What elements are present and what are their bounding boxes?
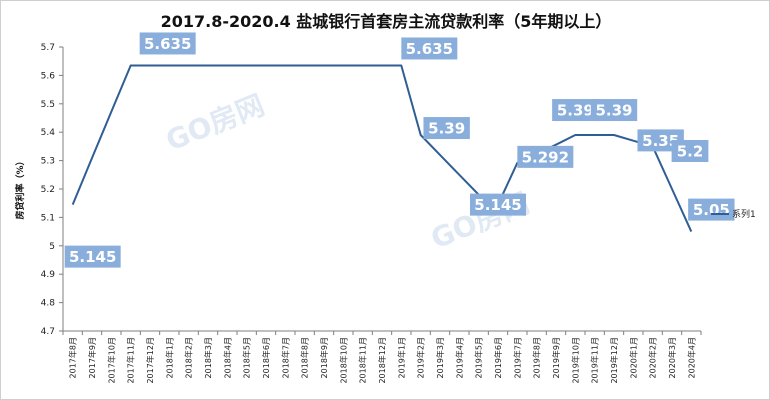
- data-label-box: [552, 99, 599, 122]
- data-label-text: 5.39: [428, 120, 465, 138]
- data-label-box: [64, 245, 121, 268]
- data-label-text: 5.635: [406, 40, 453, 58]
- data-label: 5.05: [688, 198, 735, 221]
- data-label-text: 5.39: [595, 102, 632, 120]
- data-label: 5.39: [590, 99, 638, 122]
- x-tick-label: 2018年4月: [222, 337, 232, 378]
- watermark-1: GO房网: [161, 88, 269, 157]
- data-label-box: [423, 117, 470, 140]
- x-tick-label: 2020年3月: [667, 337, 677, 378]
- x-tick-label: 2018年11月: [358, 337, 368, 384]
- x-tick-label: 2018年9月: [319, 337, 329, 378]
- x-tick-label: 2019年7月: [512, 337, 522, 378]
- y-tick-label: 5.1: [41, 213, 55, 223]
- x-tick-label: 2017年12月: [145, 337, 155, 384]
- y-tick-label: 5: [49, 242, 55, 252]
- x-tick-label: 2018年5月: [242, 337, 252, 378]
- data-label: 5.145: [64, 245, 121, 268]
- data-label-box: [688, 198, 735, 221]
- x-tick-label: 2017年9月: [87, 337, 97, 378]
- x-tick-label: 2018年10月: [338, 337, 348, 384]
- series-line-1: [71, 64, 693, 233]
- x-tick-label: 2019年9月: [551, 337, 561, 378]
- data-label-box: [139, 32, 196, 55]
- data-label: 5.292: [517, 145, 574, 168]
- legend-label-series-1: 系列1: [732, 208, 756, 220]
- x-tick-label: 2019年4月: [454, 337, 464, 378]
- data-label: 5.39: [552, 99, 599, 122]
- x-tick-label: 2017年8月: [68, 337, 78, 378]
- x-tick-label: 2018年12月: [377, 337, 387, 384]
- x-tick-label: 2020年2月: [648, 337, 658, 378]
- data-label-text: 5.39: [557, 102, 594, 120]
- y-tick-label: 5.7: [41, 43, 55, 53]
- chart-title: 2017.8-2020.4 盐城银行首套房主流贷款利率（5年期以上）: [161, 12, 612, 31]
- y-tick-label: 5.3: [41, 157, 55, 167]
- x-axis-ticks: 2017年8月 2017年9月 2017年10月 2017年11月 2017年12月 20…: [62, 331, 702, 384]
- x-tick-label: 2018年7月: [280, 337, 290, 378]
- x-tick-label: 2019年5月: [474, 337, 484, 378]
- y-tick-label: 5.6: [41, 71, 56, 81]
- x-tick-label: 2019年6月: [493, 337, 503, 378]
- y-axis-label: 房贷利率（%）: [14, 156, 26, 219]
- data-label: 5.2: [671, 140, 709, 162]
- data-label: 5.145: [470, 193, 526, 216]
- x-tick-label: 2020年1月: [628, 337, 638, 378]
- x-tick-label: 2018年2月: [184, 337, 194, 378]
- y-tick-label: 4.9: [41, 270, 56, 280]
- x-tick-label: 2018年6月: [261, 337, 271, 378]
- y-tick-label: 5.5: [41, 100, 55, 110]
- data-label-box: [671, 140, 709, 162]
- data-label-text: 5.05: [693, 201, 730, 219]
- x-tick-label: 2018年8月: [300, 337, 310, 378]
- series-layer: [71, 64, 693, 233]
- x-tick-label: 2017年10月: [106, 337, 116, 384]
- x-tick-label: 2019年12月: [609, 337, 619, 384]
- data-label-text: 5.145: [69, 248, 116, 266]
- y-tick-label: 5.2: [41, 185, 55, 195]
- x-tick-label: 2019年3月: [435, 337, 445, 378]
- data-label: 5.635: [401, 37, 458, 60]
- data-label-box: [517, 145, 574, 168]
- data-label: 5.635: [139, 32, 196, 55]
- y-tick-label: 4.8: [41, 299, 56, 309]
- data-label-text: 5.635: [144, 35, 191, 53]
- legend: 系列1: [711, 208, 756, 220]
- x-tick-label: 2019年2月: [416, 337, 426, 378]
- y-tick-label: 4.7: [41, 327, 55, 337]
- axes: [62, 47, 701, 332]
- x-tick-label: 2020年4月: [686, 337, 696, 378]
- data-label-text: 5.145: [474, 196, 521, 214]
- data-label-text: 5.292: [522, 148, 569, 166]
- x-tick-label: 2019年11月: [590, 337, 600, 384]
- data-label-box: [401, 37, 458, 60]
- x-tick-label: 2018年3月: [203, 337, 213, 378]
- data-label-box: [470, 193, 526, 216]
- x-tick-label: 2019年8月: [532, 337, 542, 378]
- x-tick-label: 2019年10月: [570, 337, 580, 384]
- data-label-text: 5.35: [642, 132, 679, 150]
- y-tick-label: 5.4: [41, 128, 56, 138]
- x-tick-label: 2019年1月: [396, 337, 406, 378]
- data-label-text: 5.2: [677, 143, 704, 161]
- y-axis-ticks: 4.7 4.8 4.9 5 5.1 5.2 5.3 5.4 5.5 5.6 5.7: [41, 43, 63, 337]
- data-label-box: [590, 99, 638, 122]
- x-tick-label: 2017年11月: [126, 337, 136, 384]
- data-label: 5.39: [423, 117, 470, 140]
- x-tick-label: 2018年1月: [164, 337, 174, 378]
